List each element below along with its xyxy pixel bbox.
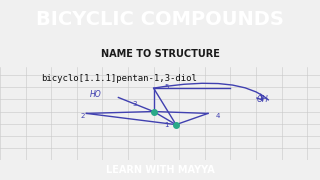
Text: NAME TO STRUCTURE: NAME TO STRUCTURE: [100, 49, 220, 59]
Text: 3: 3: [132, 101, 137, 107]
Text: 1: 1: [164, 122, 169, 128]
Text: HO: HO: [90, 90, 102, 99]
Text: 4: 4: [215, 113, 220, 119]
Text: bicyclo[1.1.1]pentan-1,3-diol: bicyclo[1.1.1]pentan-1,3-diol: [42, 74, 197, 83]
Text: 5: 5: [164, 84, 169, 90]
Text: LEARN WITH MAYYA: LEARN WITH MAYYA: [106, 165, 214, 175]
Text: BICYCLIC COMPOUNDS: BICYCLIC COMPOUNDS: [36, 10, 284, 29]
Text: 2: 2: [81, 113, 85, 119]
Text: OH: OH: [257, 95, 268, 104]
